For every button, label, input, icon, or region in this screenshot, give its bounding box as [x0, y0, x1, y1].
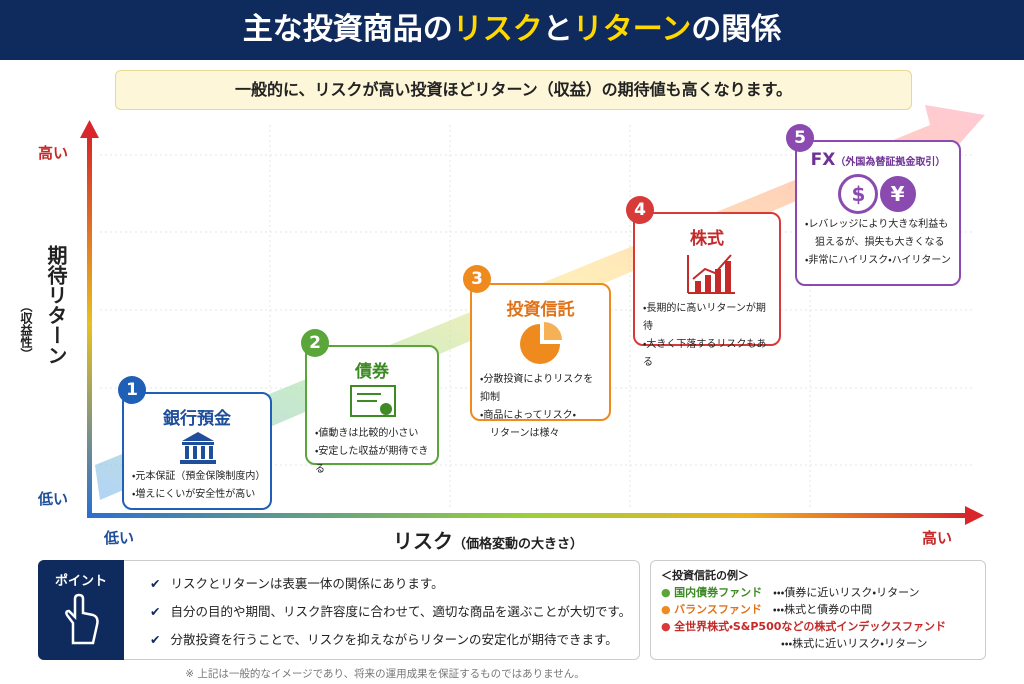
- x-axis-subtitle: （価格変動の大きさ）: [453, 537, 584, 552]
- product-name: 投資信託: [506, 300, 575, 320]
- product-note: ・安定した収益が期待できる: [315, 446, 429, 475]
- examples-box: ＜投資信託の例＞ ● 国内債券ファンド ・・・債券に近いリスク・リターン ● バ…: [650, 560, 986, 660]
- product-card: 株式 ・長期的に高いリターンが期待 ・大きく下落するリスクもある: [633, 212, 781, 368]
- product-name: FX: [810, 150, 836, 170]
- title: 主な投資商品の: [242, 12, 453, 47]
- fx-icon: $ ¥: [805, 174, 951, 216]
- product-name: 債券: [355, 362, 389, 382]
- product-note: ・元本保証（預金保険制度内）: [132, 471, 266, 482]
- title: と: [542, 12, 573, 47]
- title: リスク: [452, 12, 543, 47]
- product-note: ・レバレッジにより大きな利益も: [805, 219, 949, 230]
- product-name: 株式: [690, 229, 724, 249]
- product-card: 投資信託 ・分散投資によりリスクを抑制 ・商品によってリスク・ リターンは様々: [470, 283, 611, 439]
- x-axis-title-group: リスク（価格変動の大きさ）: [393, 525, 583, 554]
- example-name: 国内債券ファンド: [674, 586, 763, 599]
- product-number: 5: [786, 124, 814, 152]
- product-note: ・増えにくいが安全性が高い: [132, 489, 256, 500]
- axis-label: 低い: [104, 529, 135, 547]
- subtitle: 一般的に、リスクが高い投資ほどリターン（収益）の期待値も高くなります。: [115, 70, 912, 110]
- product-note: ・長期的に高いリターンが期待: [643, 303, 766, 332]
- point-label: ポイント: [54, 574, 107, 589]
- product-number: 2: [301, 329, 329, 357]
- example-desc: ・・・株式に近いリスク・リターン: [781, 637, 928, 650]
- product-note: ・分散投資によりリスクを抑制: [480, 374, 594, 403]
- point-item: 自分の目的や期間、リスク許容度に合わせて、適切な商品を選ぶことが大切です。: [150, 601, 631, 620]
- product-card: 銀行預金 ・元本保証（預金保険制度内） ・増えにくいが安全性が高い: [122, 392, 272, 510]
- product-note: ・値動きは比較的小さい: [315, 428, 419, 439]
- pie-icon: [520, 322, 562, 364]
- icon-label: ¥: [877, 174, 918, 214]
- example-desc: ・・・債券に近いリスク・リターン: [773, 586, 920, 599]
- y-axis-subtitle: （収益性）: [19, 300, 33, 360]
- product-card: FX（外国為替証拠金取引） $ ¥ ・レバレッジにより大きな利益も 狙えるが、損…: [795, 140, 961, 286]
- title: リターン: [572, 12, 692, 47]
- stock-icon: [687, 254, 735, 294]
- example-name: 全世界株式・S&P500などの株式インデックスファンド: [674, 620, 947, 633]
- product-name: 銀行預金: [163, 409, 231, 429]
- hand-icon: [65, 593, 99, 645]
- product-number: 4: [626, 196, 654, 224]
- x-axis-title: リスク: [393, 529, 453, 553]
- product-number: 3: [463, 265, 491, 293]
- y-axis: [87, 135, 92, 515]
- example-name: バランスファンド: [674, 603, 762, 616]
- header: 主な投資商品のリスクとリターンの関係: [0, 0, 1024, 60]
- product-note: リターンは様々: [480, 428, 560, 439]
- product-note: ・商品によってリスク・: [480, 410, 576, 421]
- point-label-box: ポイント: [38, 560, 124, 660]
- product-name-sub: （外国為替証拠金取引）: [835, 157, 946, 168]
- product-card: 債券 ・値動きは比較的小さい ・安定した収益が期待できる: [305, 345, 439, 475]
- icon-label: $: [838, 174, 879, 214]
- point-item: 分散投資を行うことで、リスクを抑えながらリターンの安定化が期待できます。: [150, 629, 617, 648]
- product-number: 1: [118, 376, 146, 404]
- axis-label: 低い: [38, 490, 69, 508]
- footnote: ※ 上記は一般的なイメージであり、将来の運用成果を保証するものではありません。: [185, 668, 585, 680]
- x-axis: [87, 513, 967, 518]
- bond-icon: [350, 385, 396, 417]
- example-desc: ・・・株式と債券の中間: [772, 603, 873, 616]
- product-note: ・非常にハイリスク・ハイリターン: [805, 255, 951, 266]
- bank-icon: [180, 432, 216, 464]
- product-note: 狙えるが、損失も大きくなる: [805, 237, 945, 248]
- axis-label: 高い: [38, 144, 69, 162]
- y-axis-title: 期待リターン: [44, 245, 68, 365]
- product-note: ・大きく下落するリスクもある: [643, 339, 767, 368]
- point-item: リスクとリターンは表裏一体の関係にあります。: [150, 573, 443, 592]
- axis-label: 高い: [922, 529, 953, 547]
- title: の関係: [691, 12, 782, 47]
- examples-title: ＜投資信託の例＞: [661, 569, 749, 582]
